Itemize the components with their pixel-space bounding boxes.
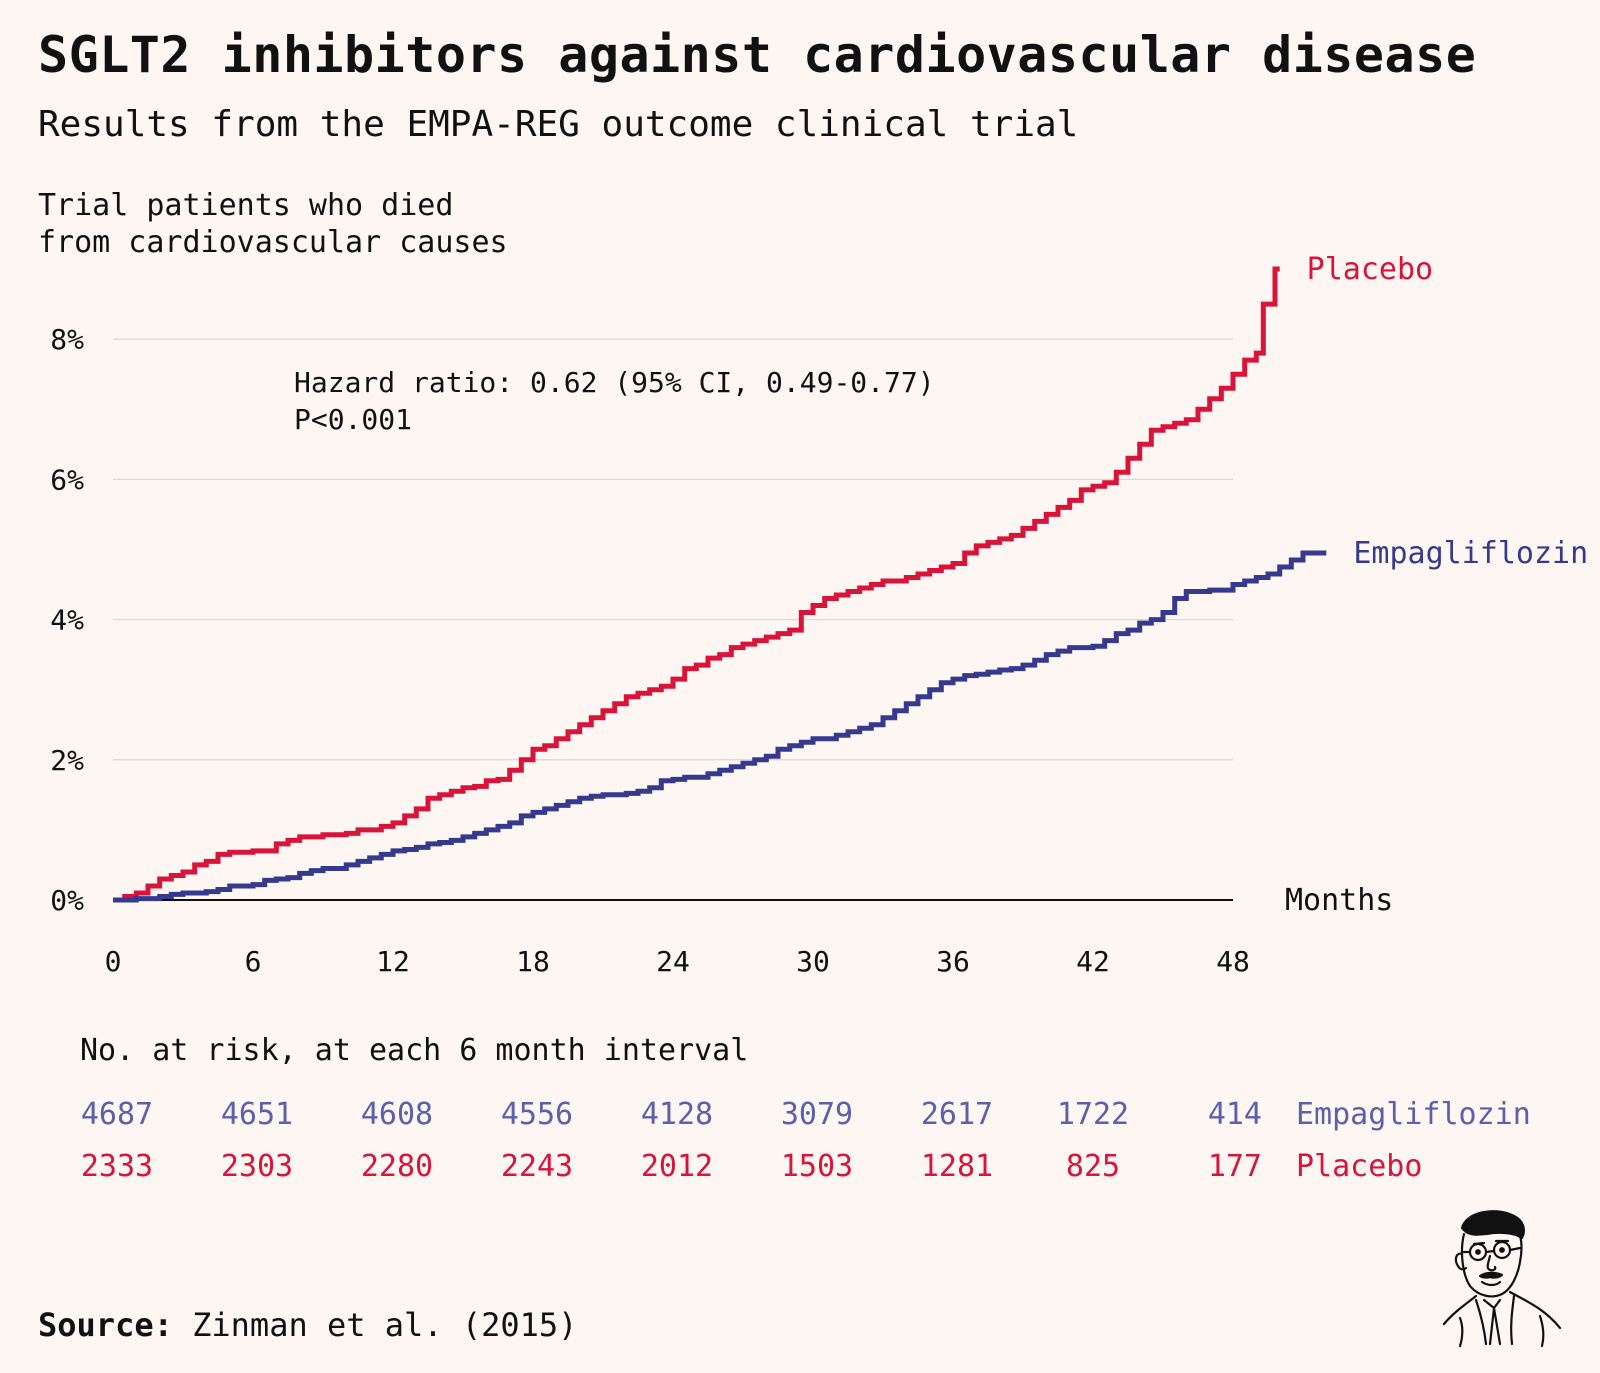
x-tick-label: 36	[936, 945, 970, 978]
chart-subtitle: Results from the EMPA-REG outcome clinic…	[38, 104, 1079, 145]
empagliflozin-risk-row-label: Empagliflozin	[1296, 1097, 1531, 1132]
source-label: Source:	[38, 1306, 173, 1344]
placebo-risk-value: 177	[1208, 1149, 1262, 1184]
x-tick-label: 48	[1216, 945, 1250, 978]
x-tick-label: 12	[376, 945, 410, 978]
x-tick-label: 30	[796, 945, 830, 978]
placebo-risk-value: 2243	[501, 1149, 573, 1184]
hazard-ratio-annotation: Hazard ratio: 0.62 (95% CI, 0.49-0.77)	[294, 366, 935, 399]
placebo-risk-value: 1281	[921, 1149, 993, 1184]
placebo-risk-value: 2280	[361, 1149, 433, 1184]
hazard-ratio-annotation: P<0.001	[294, 403, 412, 436]
y-tick-label: 8%	[50, 323, 84, 356]
y-tick-label: 6%	[50, 463, 84, 496]
x-tick-label: 24	[656, 945, 690, 978]
placebo-risk-row-label: Placebo	[1296, 1149, 1422, 1184]
placebo-series-label: Placebo	[1307, 252, 1433, 287]
placebo-risk-value: 2012	[641, 1149, 713, 1184]
empagliflozin-series-label: Empagliflozin	[1353, 536, 1588, 571]
risk-table-title: No. at risk, at each 6 month interval	[80, 1033, 748, 1068]
empagliflozin-risk-value: 1722	[1057, 1097, 1129, 1132]
x-tick-label: 0	[105, 945, 122, 978]
empagliflozin-risk-value: 2617	[921, 1097, 993, 1132]
empagliflozin-series-line	[113, 550, 1327, 903]
placebo-risk-value: 1503	[781, 1149, 853, 1184]
x-tick-label: 42	[1076, 945, 1110, 978]
empagliflozin-risk-value: 4608	[361, 1097, 433, 1132]
source-line: Source: Zinman et al. (2015)	[38, 1306, 577, 1344]
empagliflozin-risk-value: 4128	[641, 1097, 713, 1132]
y-tick-label: 4%	[50, 604, 84, 637]
placebo-risk-value: 2303	[221, 1149, 293, 1184]
empagliflozin-risk-value: 4651	[221, 1097, 293, 1132]
empagliflozin-risk-value: 4556	[501, 1097, 573, 1132]
x-tick-label: 6	[245, 945, 262, 978]
y-axis-label: Trial patients who died	[38, 188, 453, 223]
y-axis-label: from cardiovascular causes	[38, 225, 508, 260]
source-text: Zinman et al. (2015)	[192, 1306, 578, 1344]
placebo-risk-value: 825	[1066, 1149, 1120, 1184]
y-tick-label: 2%	[50, 744, 84, 777]
empagliflozin-risk-value: 4687	[81, 1097, 153, 1132]
empagliflozin-risk-value: 414	[1208, 1097, 1262, 1132]
y-tick-label: 0%	[50, 884, 84, 917]
placebo-series-line	[113, 266, 1280, 903]
empagliflozin-risk-value: 3079	[781, 1097, 853, 1132]
author-portrait-icon	[1442, 1210, 1562, 1348]
chart-title: SGLT2 inhibitors against cardiovascular …	[38, 26, 1477, 84]
placebo-risk-value: 2333	[81, 1149, 153, 1184]
x-tick-label: 18	[516, 945, 550, 978]
x-axis-label: Months	[1285, 883, 1393, 918]
